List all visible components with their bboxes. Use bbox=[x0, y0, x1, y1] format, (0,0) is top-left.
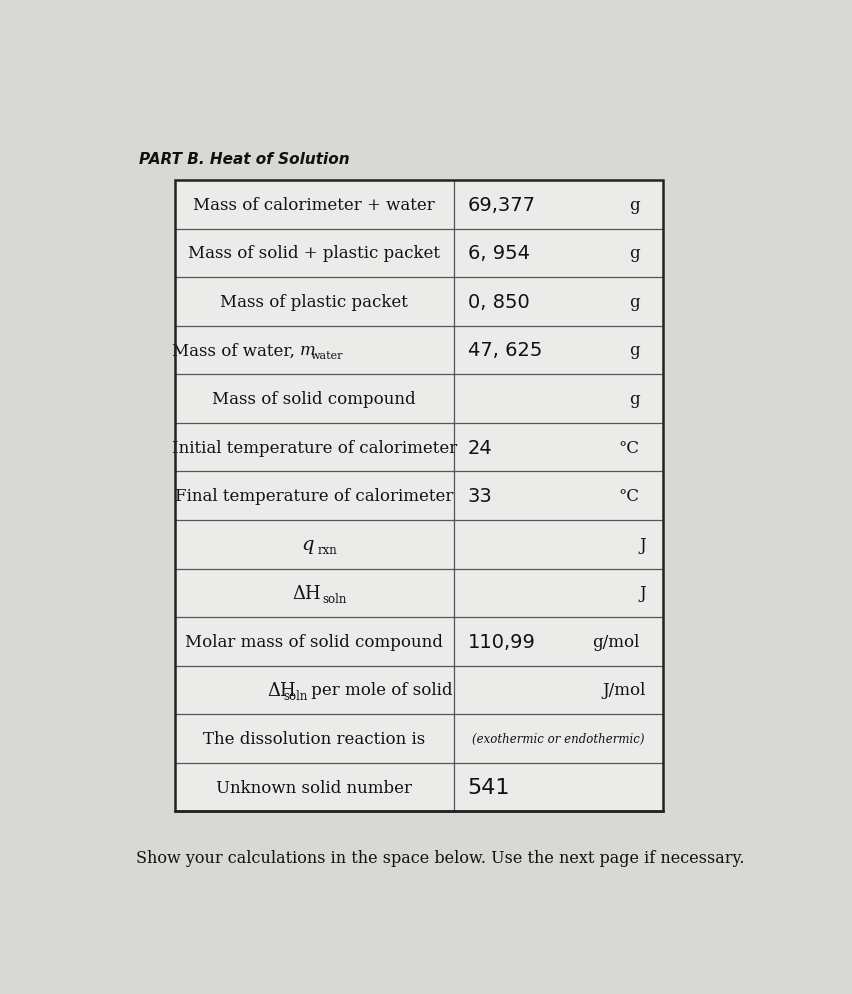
Text: Mass of solid compound: Mass of solid compound bbox=[212, 391, 416, 408]
Text: rxn: rxn bbox=[318, 544, 338, 557]
Bar bbox=[175, 181, 663, 230]
Text: g: g bbox=[629, 293, 640, 310]
Text: 541: 541 bbox=[468, 777, 510, 797]
Bar bbox=[175, 278, 663, 326]
Text: (exothermic or endothermic): (exothermic or endothermic) bbox=[472, 733, 645, 746]
Text: Mass of solid + plastic packet: Mass of solid + plastic packet bbox=[188, 246, 440, 262]
Text: J: J bbox=[639, 536, 646, 554]
Text: soln: soln bbox=[283, 689, 308, 702]
Text: soln: soln bbox=[322, 592, 346, 605]
Bar bbox=[175, 181, 663, 811]
Bar bbox=[175, 472, 663, 521]
Text: J/mol: J/mol bbox=[602, 682, 646, 699]
Text: 33: 33 bbox=[468, 487, 492, 506]
Text: Initial temperature of calorimeter: Initial temperature of calorimeter bbox=[171, 439, 457, 456]
Text: °C: °C bbox=[619, 488, 640, 505]
Bar bbox=[175, 521, 663, 569]
Text: ΔH: ΔH bbox=[292, 584, 320, 602]
Text: Show your calculations in the space below. Use the next page if necessary.: Show your calculations in the space belo… bbox=[136, 849, 745, 866]
Text: m: m bbox=[300, 342, 316, 359]
Text: 24: 24 bbox=[468, 438, 492, 457]
Text: 6, 954: 6, 954 bbox=[468, 245, 530, 263]
Text: g: g bbox=[629, 246, 640, 262]
Text: Mass of calorimeter + water: Mass of calorimeter + water bbox=[193, 197, 435, 214]
Text: PART B. Heat of Solution: PART B. Heat of Solution bbox=[139, 152, 349, 167]
Text: g: g bbox=[629, 342, 640, 359]
Bar bbox=[175, 326, 663, 375]
Text: Unknown solid number: Unknown solid number bbox=[216, 779, 412, 796]
Text: °C: °C bbox=[619, 439, 640, 456]
Text: 69,377: 69,377 bbox=[468, 196, 536, 215]
Text: The dissolution reaction is: The dissolution reaction is bbox=[203, 731, 425, 747]
Bar bbox=[175, 715, 663, 763]
Text: Molar mass of solid compound: Molar mass of solid compound bbox=[185, 633, 443, 650]
Text: q: q bbox=[302, 536, 314, 554]
Text: 110,99: 110,99 bbox=[468, 632, 536, 651]
Text: 47, 625: 47, 625 bbox=[468, 341, 542, 360]
Text: g/mol: g/mol bbox=[592, 633, 640, 650]
Text: water: water bbox=[310, 351, 343, 361]
Bar bbox=[175, 181, 663, 811]
Text: Mass of plastic packet: Mass of plastic packet bbox=[221, 293, 408, 310]
Text: per mole of solid: per mole of solid bbox=[307, 682, 453, 699]
Text: g: g bbox=[629, 391, 640, 408]
Text: Mass of water,: Mass of water, bbox=[172, 342, 300, 359]
Bar bbox=[175, 375, 663, 423]
Bar bbox=[175, 617, 663, 666]
Text: 0, 850: 0, 850 bbox=[468, 292, 529, 311]
Text: g: g bbox=[629, 197, 640, 214]
Bar bbox=[175, 666, 663, 715]
Text: ΔH: ΔH bbox=[268, 681, 296, 699]
Bar bbox=[175, 423, 663, 472]
Bar bbox=[175, 569, 663, 617]
Text: Final temperature of calorimeter: Final temperature of calorimeter bbox=[175, 488, 453, 505]
Text: J: J bbox=[639, 584, 646, 601]
Bar bbox=[175, 763, 663, 811]
Bar bbox=[175, 230, 663, 278]
